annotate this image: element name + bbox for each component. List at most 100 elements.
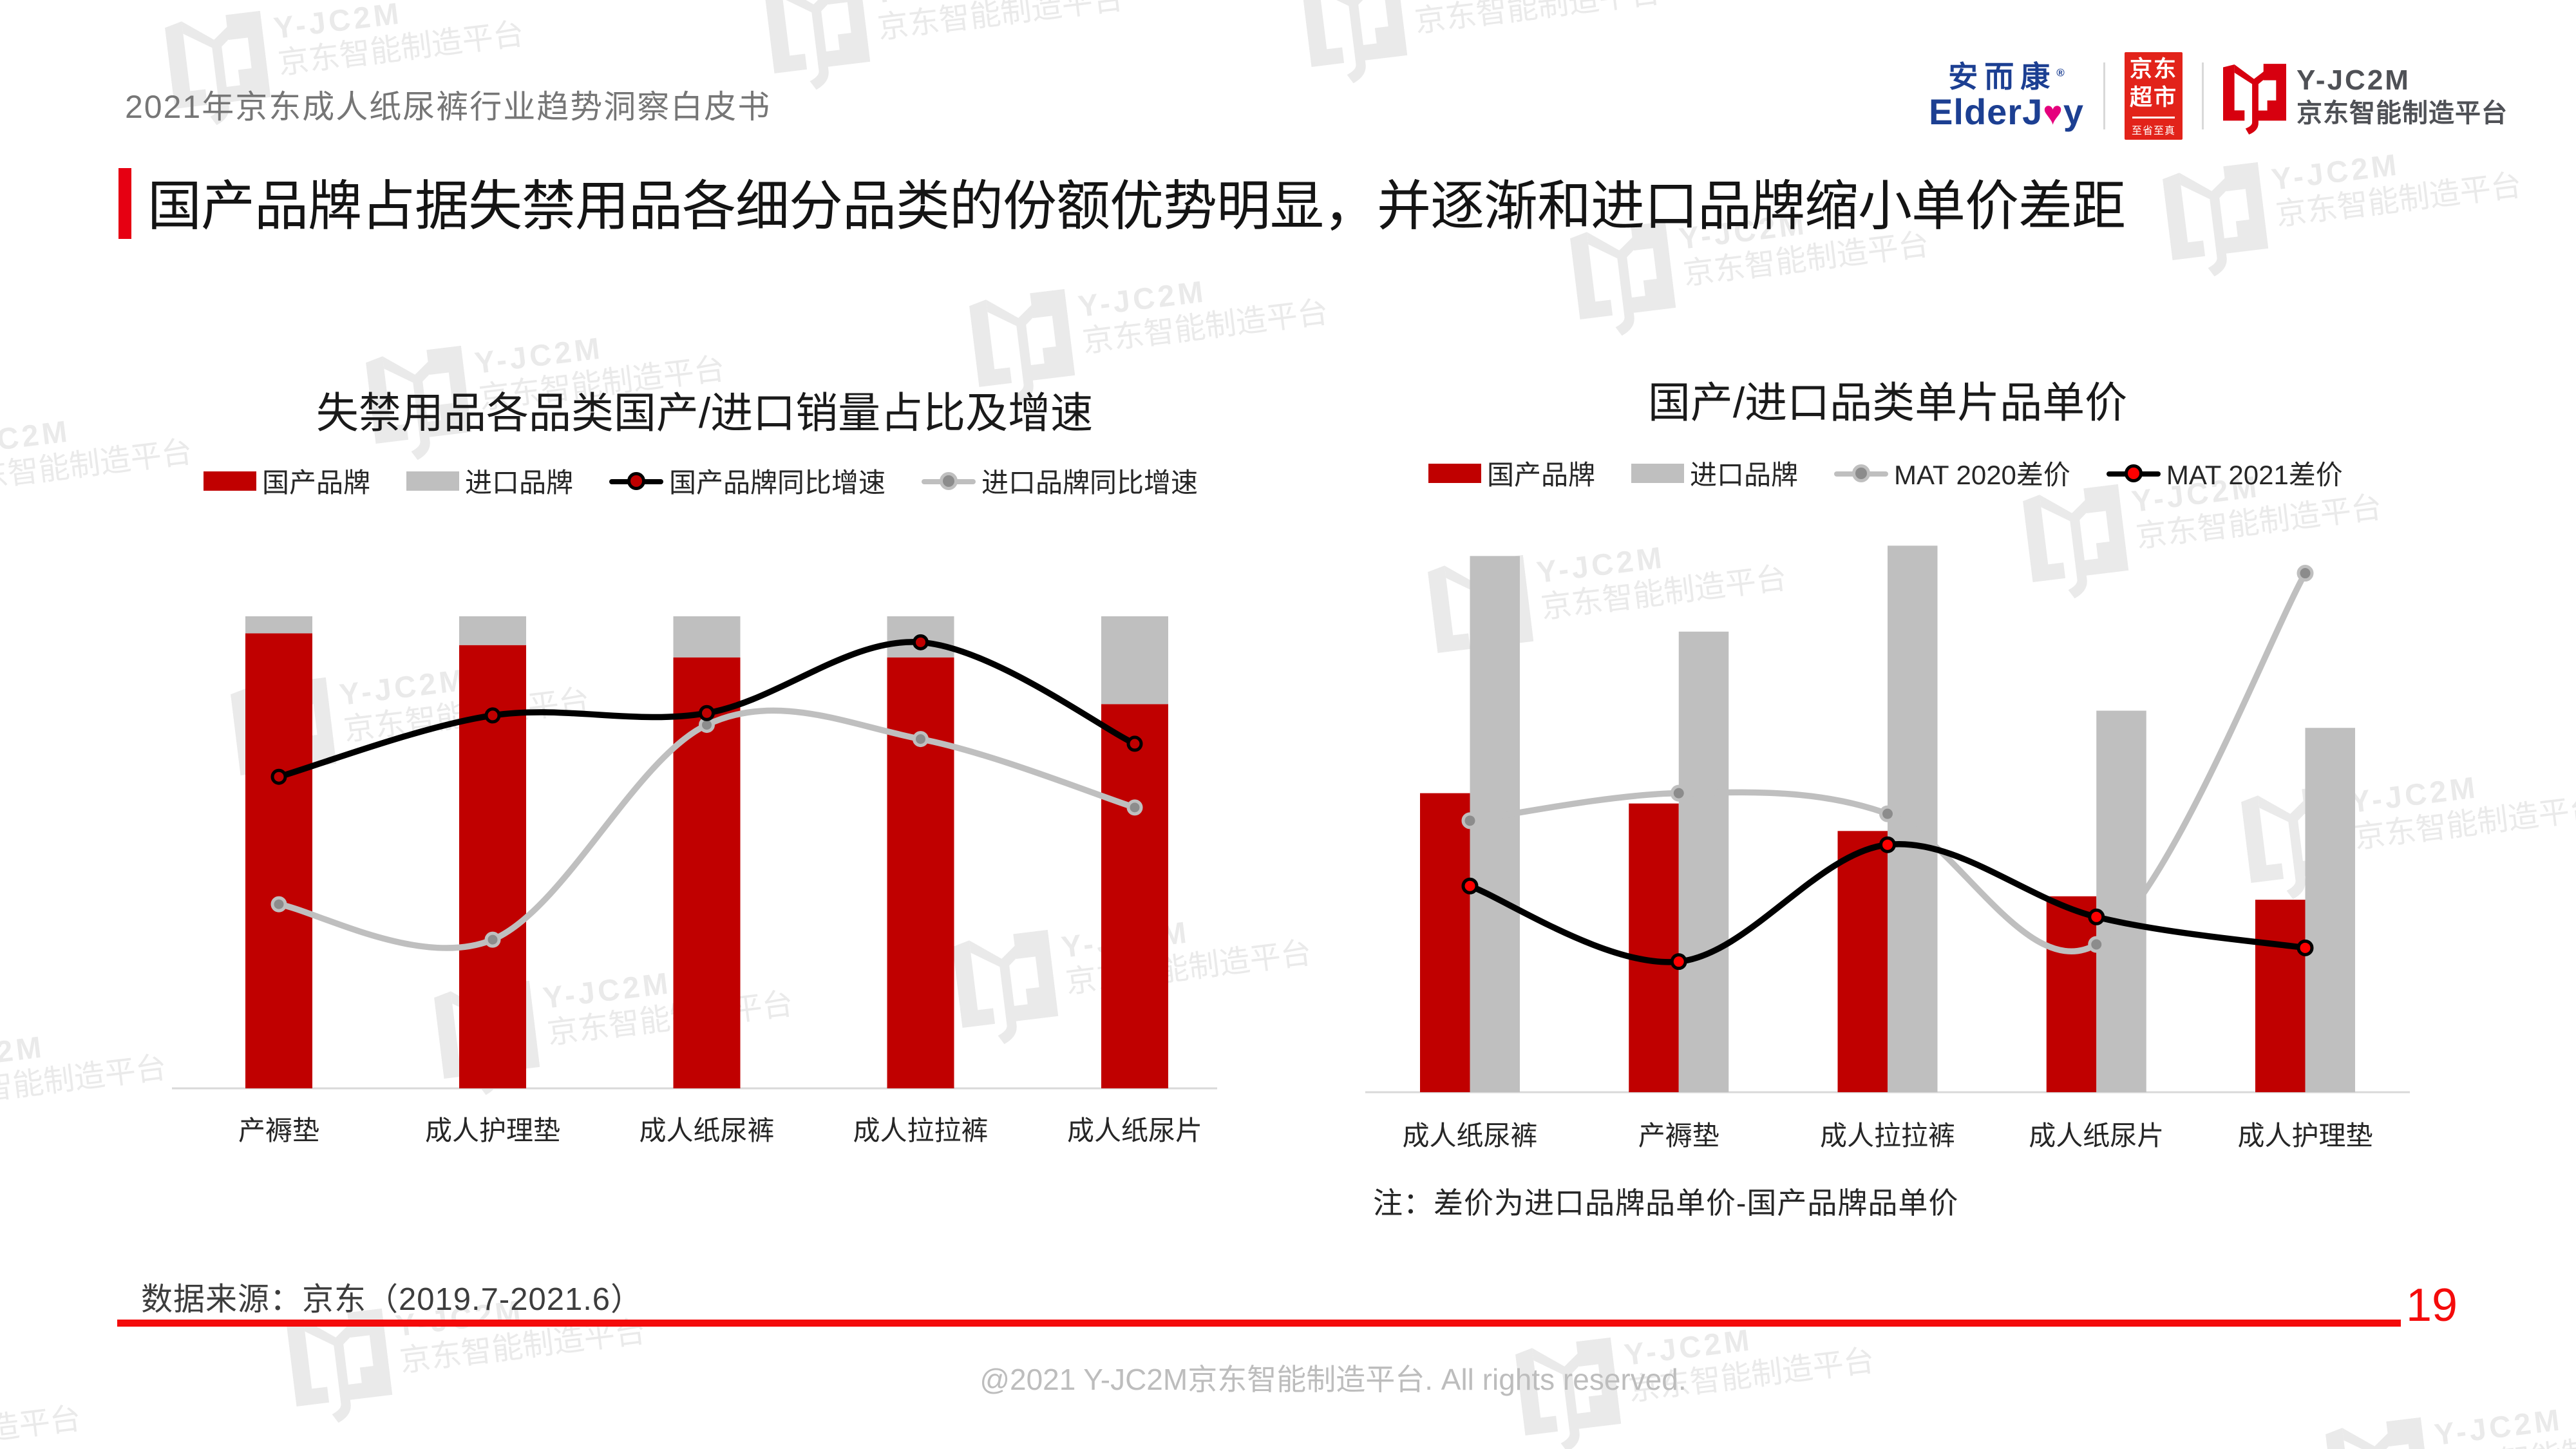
jd-box-rule [2132,116,2175,118]
bar-进口品牌-产褥垫 [1678,631,1729,1092]
right-chart-note: 注：差价为进口品牌品单价-国产品牌品单价 [1373,1186,1959,1220]
legend-label: 国产品牌 [262,468,371,498]
category-label-成人纸尿片: 成人纸尿片 [2029,1121,2164,1151]
legend-bar-swatch [406,471,460,491]
legend-line-dot-icon [1852,464,1871,482]
marker-进口品牌同比增速-成人纸尿片 [1126,799,1143,816]
category-label-产褥垫: 产褥垫 [1638,1121,1719,1151]
yjc2m-logo-icon [2223,64,2286,135]
legend-bar-swatch [1631,463,1685,483]
category-label-成人纸尿片: 成人纸尿片 [1066,1115,1202,1146]
legend-label: 国产品牌 [1487,460,1596,490]
marker-MAT 2020差价-成人护理垫 [2297,565,2314,582]
legend-label: 进口品牌同比增速 [981,468,1198,498]
footer-rule [117,1320,2401,1327]
category-label-成人护理垫: 成人护理垫 [424,1115,560,1146]
marker-国产品牌同比增速-成人护理垫 [484,707,501,724]
bar-国产品牌-成人纸尿裤 [1420,793,1470,1092]
elderjoy-logo: 安而康® ElderJ♥y [1929,62,2084,130]
legend-line-dot-icon [2124,464,2143,482]
yjc2m-logo-block: Y-JC2M 京东智能制造平台 [2223,57,2508,135]
category-label-产褥垫: 产褥垫 [238,1115,319,1146]
jd-supermarket-name: 京东 超市 [2129,56,2177,110]
legend-item-国产品牌: 国产品牌 [204,461,370,500]
legend-line-swatch [609,471,664,491]
legend-item-进口品牌同比增速: 进口品牌同比增速 [922,461,1198,500]
legend-item-国产品牌同比增速: 国产品牌同比增速 [609,461,886,500]
right-chart-legend: 国产品牌 进口品牌 MAT 2020差价 MAT 2021差价 [1428,453,2379,493]
legend-label: 进口品牌 [465,468,574,498]
marker-国产品牌同比增速-成人拉拉裤 [913,634,929,650]
legend-item-MAT 2021差价: MAT 2021差价 [2106,453,2343,493]
bar-国产品牌-成人拉拉裤 [1837,831,1888,1092]
legend-label: 进口品牌 [1690,460,1799,490]
marker-MAT 2020差价-产褥垫 [1670,784,1687,802]
legend-bar-swatch [1428,463,1481,483]
line-进口品牌同比增速 [276,707,1138,951]
brand-logos: 安而康® ElderJ♥y 京东 超市 至省至真 Y-JC2M 京东智能制造平台 [1929,49,2508,143]
bar-国产品牌-成人纸尿片 [1101,704,1168,1088]
legend-item-国产品牌: 国产品牌 [1428,453,1595,493]
category-label-成人纸尿裤: 成人纸尿裤 [639,1115,775,1146]
bar-国产品牌-成人护理垫 [2255,900,2306,1092]
title-accent-bar [118,168,131,239]
bar-进口品牌-成人纸尿裤 [673,616,741,658]
right-chart-plot [1365,545,2410,1094]
legend-label: MAT 2021差价 [2166,460,2343,490]
legend-item-进口品牌: 进口品牌 [1631,453,1798,493]
left-chart-plot [172,616,1217,1090]
marker-进口品牌同比增速-产褥垫 [270,896,287,913]
line-MAT 2020差价 [1466,570,2309,954]
yjc2m-logo-text: Y-JC2M 京东智能制造平台 [2297,66,2508,126]
marker-MAT 2020差价-成人纸尿片 [2088,936,2105,953]
bar-国产品牌-成人拉拉裤 [887,657,954,1088]
marker-MAT 2021差价-成人护理垫 [2297,939,2314,956]
marker-进口品牌同比增速-成人拉拉裤 [913,731,929,748]
legend-bar-swatch [204,471,256,491]
category-label-成人拉拉裤: 成人拉拉裤 [853,1115,989,1146]
marker-国产品牌同比增速-成人纸尿裤 [699,705,715,721]
bar-国产品牌-成人纸尿片 [2046,896,2097,1092]
yjc2m-cn-name: 京东智能制造平台 [2297,99,2508,128]
legend-line-dot-icon [940,471,958,490]
legend-line-swatch [2106,464,2161,483]
copyright-note: @2021 Y-JC2M京东智能制造平台. All rights reserve… [980,1363,1687,1396]
marker-MAT 2021差价-成人纸尿裤 [1461,877,1479,895]
bar-进口品牌-成人护理垫 [459,616,526,645]
marker-国产品牌同比增速-成人纸尿片 [1126,735,1143,752]
legend-item-进口品牌: 进口品牌 [406,461,573,500]
legend-item-MAT 2020差价: MAT 2020差价 [1834,453,2070,493]
right-chart-title: 国产/进口品类单片品单价 [1647,379,2128,426]
elderjoy-cn-name: 安而康® [1948,60,2065,93]
registered-mark-icon: ® [2056,66,2065,79]
left-chart-title: 失禁用品各品类国产/进口销量占比及增速 [316,389,1094,437]
legend-line-swatch [922,471,976,491]
category-label-成人拉拉裤: 成人拉拉裤 [1819,1121,1955,1151]
marker-MAT 2021差价-成人拉拉裤 [1879,836,1896,853]
elderjoy-en-name: ElderJ♥y [1929,91,2084,132]
bar-国产品牌-产褥垫 [1629,803,1679,1092]
category-label-成人护理垫: 成人护理垫 [2237,1121,2373,1151]
marker-MAT 2021差价-产褥垫 [1670,953,1687,971]
heart-icon: ♥ [2043,94,2063,131]
document-header-title: 2021年京东成人纸尿裤行业趋势洞察白皮书 [125,89,772,125]
legend-label: MAT 2020差价 [1894,460,2070,490]
yjc2m-name: Y-JC2M [2297,64,2410,96]
page-number: 19 [2406,1280,2458,1331]
jd-supermarket-logo: 京东 超市 至省至真 [2125,52,2183,140]
marker-进口品牌同比增速-成人护理垫 [484,931,501,948]
legend-line-swatch [1834,464,1889,483]
jd-supermarket-tagline: 至省至真 [2131,125,2175,137]
legend-line-dot-icon [627,471,646,490]
category-label-成人纸尿裤: 成人纸尿裤 [1402,1121,1538,1151]
logo-divider [2202,62,2204,129]
marker-MAT 2021差价-成人纸尿片 [2088,908,2105,925]
logo-divider [2103,62,2105,129]
marker-MAT 2020差价-成人拉拉裤 [1879,805,1896,822]
bar-进口品牌-产褥垫 [245,616,312,634]
slide-title: 国产品牌占据失禁用品各细分品类的份额优势明显，并逐渐和进口品牌缩小单价差距 [147,176,2126,236]
left-chart-legend: 国产品牌 进口品牌 国产品牌同比增速 进口品牌同比增速 [204,461,1234,500]
